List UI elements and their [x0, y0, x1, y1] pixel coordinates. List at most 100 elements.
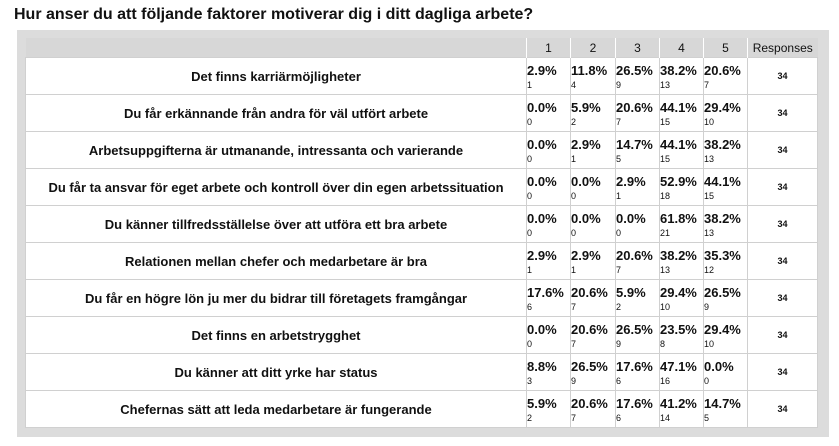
- rating-cell-3: 20.6% 7: [615, 242, 660, 280]
- percent-value: 5.9%: [571, 100, 601, 115]
- percent-value: 2.9%: [571, 137, 601, 152]
- responses-count: 34: [747, 168, 818, 206]
- rating-cell-1: 8.8% 3: [526, 353, 571, 391]
- percent-value: 17.6%: [616, 396, 653, 411]
- count-value: 9: [571, 376, 577, 386]
- rating-cell-1: 17.6% 6: [526, 279, 571, 317]
- rating-cell-5: 29.4% 10: [703, 316, 748, 354]
- table-row: Chefernas sätt att leda medarbetare är f…: [25, 390, 818, 428]
- count-value: 7: [571, 339, 577, 349]
- percent-value: 26.5%: [616, 63, 653, 78]
- count-value: 13: [704, 154, 715, 164]
- row-label: Du känner tillfredsställelse över att ut…: [25, 205, 527, 243]
- count-value: 2: [527, 413, 533, 423]
- rating-cell-5: 44.1% 15: [703, 168, 748, 206]
- rating-cell-5: 38.2% 13: [703, 205, 748, 243]
- percent-value: 26.5%: [571, 359, 608, 374]
- count-value: 9: [704, 302, 710, 312]
- count-value: 0: [616, 228, 622, 238]
- rating-cell-1: 5.9% 2: [526, 390, 571, 428]
- percent-value: 5.9%: [527, 396, 557, 411]
- rating-cell-2: 26.5% 9: [570, 353, 616, 391]
- percent-value: 14.7%: [704, 396, 741, 411]
- table-row: Du får erkännande från andra för väl utf…: [25, 94, 818, 132]
- percent-value: 5.9%: [616, 285, 646, 300]
- percent-value: 41.2%: [660, 396, 697, 411]
- percent-value: 0.0%: [616, 211, 646, 226]
- percent-value: 29.4%: [704, 322, 741, 337]
- count-value: 4: [571, 80, 577, 90]
- row-label: Du känner att ditt yrke har status: [25, 353, 527, 391]
- count-value: 0: [571, 228, 577, 238]
- percent-value: 35.3%: [704, 248, 741, 263]
- question-title: Hur anser du att följande faktorer motiv…: [14, 6, 534, 23]
- count-value: 7: [571, 413, 577, 423]
- count-value: 15: [704, 191, 715, 201]
- percent-value: 29.4%: [704, 100, 741, 115]
- count-value: 7: [704, 80, 710, 90]
- table-row: Du känner tillfredsställelse över att ut…: [25, 205, 818, 243]
- responses-count: 34: [747, 390, 818, 428]
- rating-cell-5: 29.4% 10: [703, 94, 748, 132]
- count-value: 0: [527, 191, 533, 201]
- responses-count: 34: [747, 279, 818, 317]
- rating-cell-3: 26.5% 9: [615, 57, 660, 95]
- percent-value: 0.0%: [527, 211, 557, 226]
- rating-cell-2: 20.6% 7: [570, 390, 616, 428]
- row-label: Arbetsuppgifterna är utmanande, intressa…: [25, 131, 527, 169]
- rating-cell-5: 26.5% 9: [703, 279, 748, 317]
- rating-cell-1: 0.0% 0: [526, 94, 571, 132]
- percent-value: 29.4%: [660, 285, 697, 300]
- header-col-5: 5: [703, 38, 748, 58]
- table-row: Arbetsuppgifterna är utmanande, intressa…: [25, 131, 818, 169]
- rating-cell-5: 0.0% 0: [703, 353, 748, 391]
- percent-value: 23.5%: [660, 322, 697, 337]
- percent-value: 38.2%: [704, 211, 741, 226]
- responses-count: 34: [747, 353, 818, 391]
- rating-cell-2: 2.9% 1: [570, 242, 616, 280]
- rating-cell-5: 20.6% 7: [703, 57, 748, 95]
- responses-count: 34: [747, 131, 818, 169]
- count-value: 15: [660, 154, 671, 164]
- rating-cell-3: 2.9% 1: [615, 168, 660, 206]
- percent-value: 8.8%: [527, 359, 557, 374]
- percent-value: 0.0%: [527, 100, 557, 115]
- percent-value: 14.7%: [616, 137, 653, 152]
- rating-cell-3: 26.5% 9: [615, 316, 660, 354]
- percent-value: 47.1%: [660, 359, 697, 374]
- rating-cell-2: 5.9% 2: [570, 94, 616, 132]
- table-row: Relationen mellan chefer och medarbetare…: [25, 242, 818, 280]
- rating-cell-2: 0.0% 0: [570, 205, 616, 243]
- row-label: Det finns karriärmöjligheter: [25, 57, 527, 95]
- percent-value: 61.8%: [660, 211, 697, 226]
- count-value: 6: [616, 413, 622, 423]
- percent-value: 2.9%: [616, 174, 646, 189]
- count-value: 10: [704, 339, 715, 349]
- count-value: 14: [660, 413, 671, 423]
- count-value: 0: [704, 376, 710, 386]
- count-value: 5: [616, 154, 622, 164]
- count-value: 13: [660, 265, 671, 275]
- rating-cell-4: 29.4% 10: [659, 279, 704, 317]
- responses-count: 34: [747, 57, 818, 95]
- percent-value: 20.6%: [571, 322, 608, 337]
- count-value: 1: [571, 154, 577, 164]
- percent-value: 38.2%: [704, 137, 741, 152]
- rating-cell-4: 47.1% 16: [659, 353, 704, 391]
- rating-cell-3: 14.7% 5: [615, 131, 660, 169]
- percent-value: 0.0%: [527, 322, 557, 337]
- table-row: Du får en högre lön ju mer du bidrar til…: [25, 279, 818, 317]
- count-value: 16: [660, 376, 671, 386]
- percent-value: 38.2%: [660, 63, 697, 78]
- percent-value: 0.0%: [527, 174, 557, 189]
- header-blank: [25, 38, 527, 58]
- percent-value: 20.6%: [704, 63, 741, 78]
- percent-value: 2.9%: [571, 248, 601, 263]
- rating-cell-1: 0.0% 0: [526, 205, 571, 243]
- count-value: 1: [527, 80, 533, 90]
- table-row: Du får ta ansvar för eget arbete och kon…: [25, 168, 818, 206]
- header-row: 1 2 3 4 5 Responses: [25, 38, 818, 58]
- percent-value: 26.5%: [704, 285, 741, 300]
- percent-value: 26.5%: [616, 322, 653, 337]
- rating-cell-5: 35.3% 12: [703, 242, 748, 280]
